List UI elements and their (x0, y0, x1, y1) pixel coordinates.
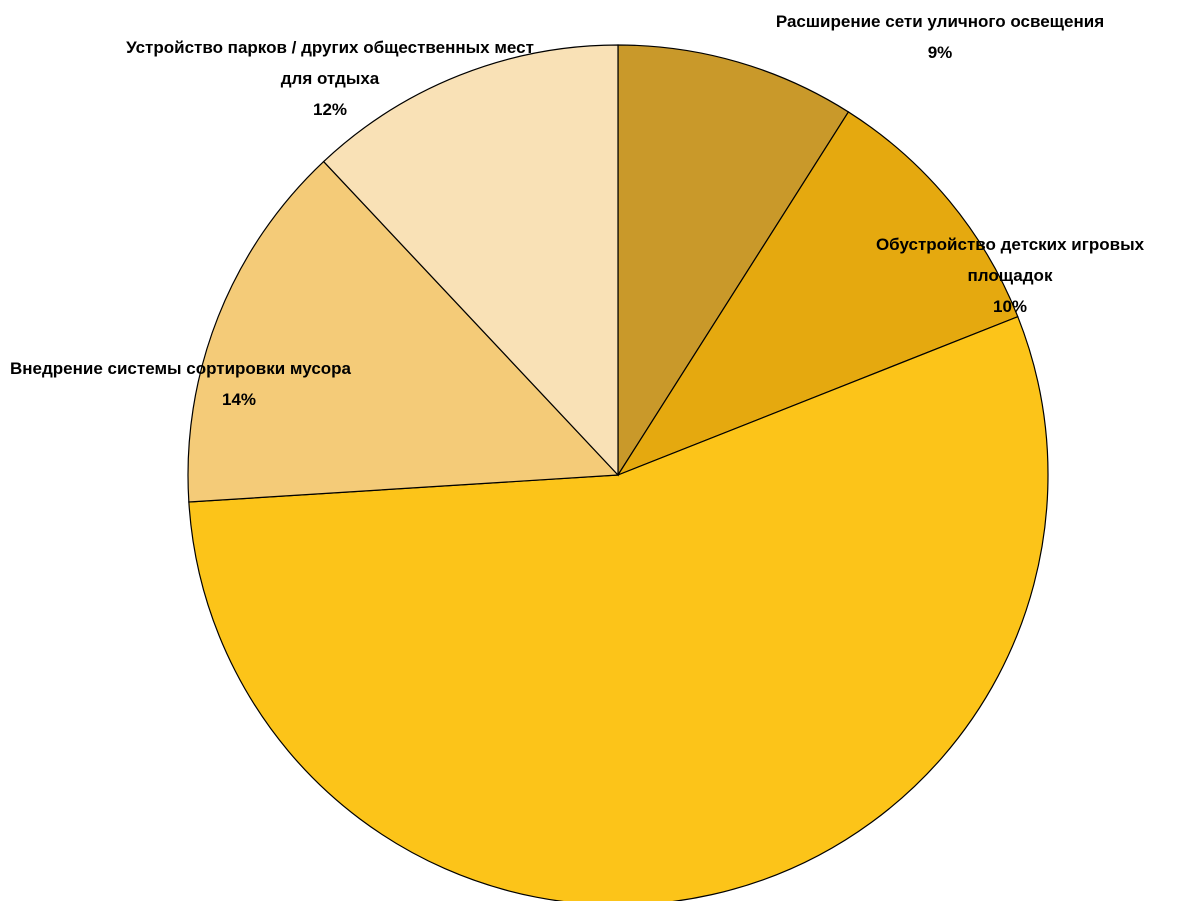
data-label: Обустройство детских игровых площадок 10% (830, 229, 1190, 322)
data-label: Внедрение системы сортировки мусора 14% (10, 353, 480, 415)
data-label: Расширение сети уличного освещения 9% (730, 6, 1150, 68)
category-label: Внедрение системы сортировки мусора (10, 359, 351, 378)
category-label: Обустройство детских игровых площадок (875, 235, 1145, 285)
category-label: Устройство парков / других общественных … (126, 38, 534, 88)
pie-slice (188, 315, 1049, 901)
category-label: Расширение сети уличного освещения (775, 12, 1105, 31)
pie-slice (616, 111, 1019, 477)
value-label: 14% (222, 390, 257, 409)
pie-slice (617, 44, 850, 478)
value-label: 10% (992, 297, 1028, 316)
data-label: Устройство парков / других общественных … (40, 32, 620, 125)
pie-slice (322, 44, 619, 477)
value-label: 12% (312, 100, 348, 119)
pie-slice (187, 160, 620, 503)
value-label: 9% (927, 43, 953, 62)
